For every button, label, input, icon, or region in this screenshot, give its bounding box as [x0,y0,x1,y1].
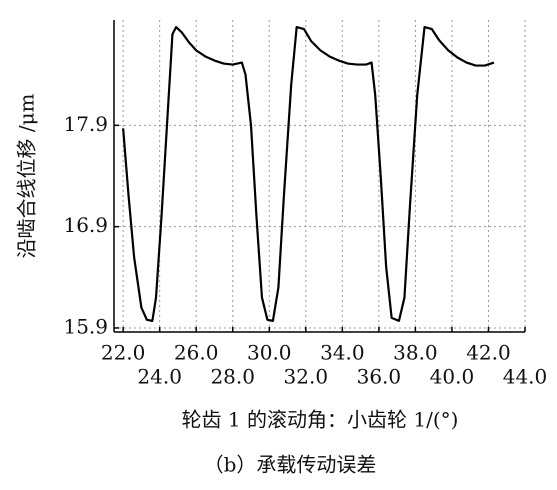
x-tick-label: 22.0 [101,341,146,365]
caption: （b）承载传动误差 [204,453,377,477]
y-tick-label: 15.9 [63,314,108,338]
x-tick-label: 36.0 [357,365,402,389]
x-tick-label: 30.0 [247,341,292,365]
x-tick-label: 42.0 [466,341,511,365]
x-axis-title: 轮齿 1 的滚动角：小齿轮 1/(°) [182,408,459,432]
y-tick-label: 17.9 [63,112,108,136]
x-tick-label: 34.0 [320,341,365,365]
y-axis-title: 沿啮合线位移 /μm [15,93,39,258]
x-tick-label: 28.0 [210,365,255,389]
x-tick-label: 40.0 [430,365,475,389]
x-tick-label: 32.0 [284,365,329,389]
y-tick-label: 16.9 [63,213,108,237]
x-tick-label: 24.0 [137,365,182,389]
x-tick-label: 44.0 [503,365,548,389]
x-tick-label: 38.0 [393,341,438,365]
x-tick-label: 26.0 [174,341,219,365]
data-line [122,25,495,322]
